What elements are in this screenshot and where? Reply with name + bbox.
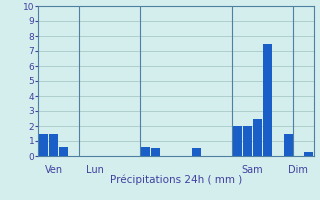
- Bar: [243, 126, 252, 156]
- Text: Dim: Dim: [288, 165, 308, 175]
- Bar: [49, 134, 58, 156]
- X-axis label: Précipitations 24h ( mm ): Précipitations 24h ( mm ): [110, 174, 242, 185]
- Bar: [192, 148, 201, 156]
- Bar: [263, 44, 272, 156]
- Bar: [141, 147, 150, 156]
- Text: Lun: Lun: [85, 165, 103, 175]
- Bar: [284, 134, 293, 156]
- Bar: [39, 134, 48, 156]
- Bar: [59, 147, 68, 156]
- Bar: [233, 126, 242, 156]
- Bar: [253, 118, 262, 156]
- Bar: [151, 148, 160, 156]
- Bar: [304, 152, 313, 156]
- Text: Ven: Ven: [44, 165, 63, 175]
- Text: Sam: Sam: [242, 165, 263, 175]
